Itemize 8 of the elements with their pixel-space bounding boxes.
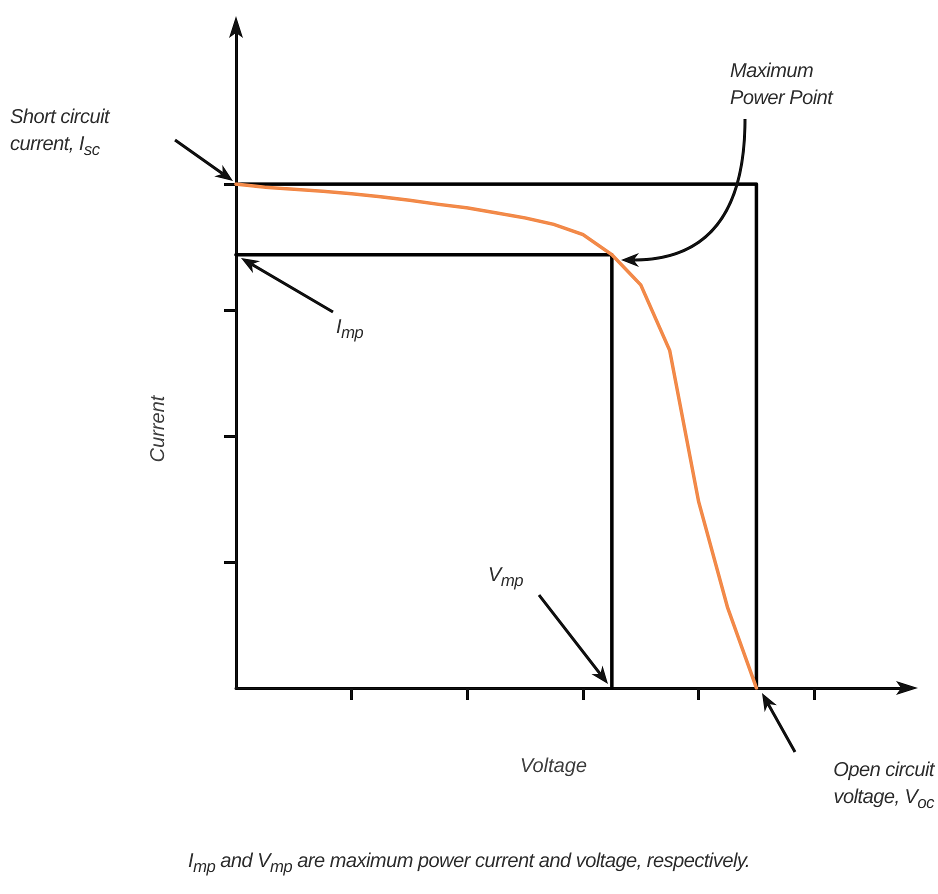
annotation: V$_{mp}$ — [488, 563, 524, 592]
text: Open circuit voltage, V$_{oc}$ — [832, 758, 934, 814]
text: I$_{mp}$ and V$_{mp}$ are maximum power current and voltage, respectively. — [187, 849, 751, 878]
text: Short circuit current, I$_{sc}$ — [10, 105, 112, 161]
y-axis-title: Current — [147, 394, 169, 462]
annotation: I$_{mp}$ — [336, 315, 364, 344]
text: Maximum Power Point — [730, 59, 834, 111]
x-axis-title: Voltage — [520, 755, 588, 777]
